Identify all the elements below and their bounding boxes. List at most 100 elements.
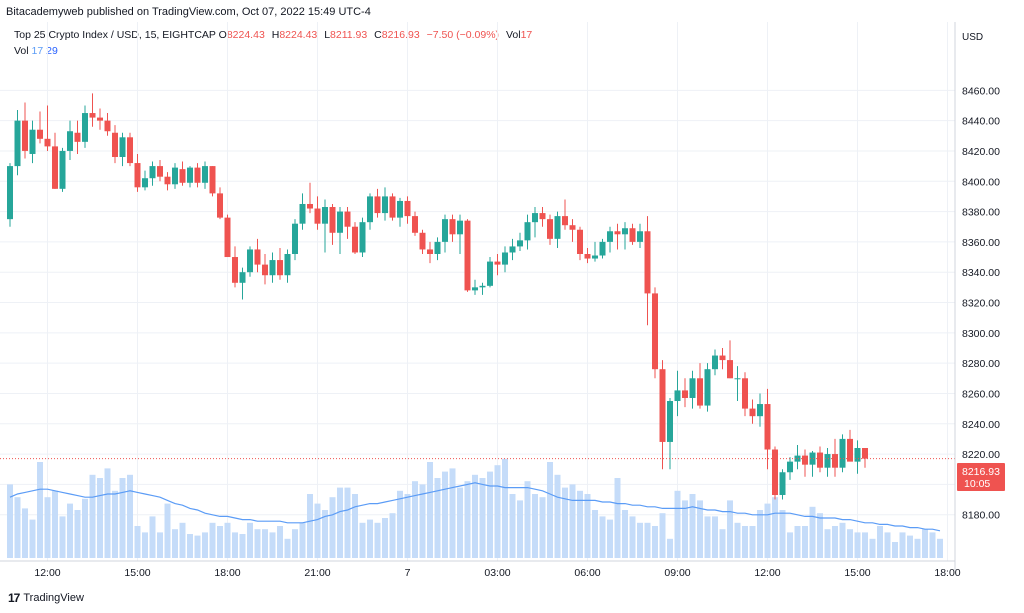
close-label: C [374, 29, 382, 41]
candle-body [622, 228, 628, 235]
volume-bar [389, 513, 396, 558]
candle [239, 267, 246, 300]
candle [479, 282, 486, 295]
currency-label: USD [962, 32, 983, 43]
candle-body [337, 211, 343, 233]
candle-body [517, 240, 523, 247]
candle-body [427, 249, 433, 254]
candle [509, 238, 516, 261]
candle-body [509, 246, 516, 253]
candle-body [352, 226, 358, 253]
candle [607, 226, 613, 253]
candle [674, 370, 681, 417]
volume-bar [419, 484, 426, 558]
candle [847, 429, 853, 462]
candle-body [644, 231, 651, 294]
volume-bar [742, 526, 748, 558]
candle [562, 199, 568, 230]
volume-bar [404, 494, 411, 558]
candle-body [67, 131, 73, 151]
symbol-title[interactable]: Top 25 Crypto Index / USD, 15, EIGHTCAP [14, 29, 216, 41]
candle-body [652, 293, 658, 370]
candle-body [592, 255, 598, 259]
candle [314, 196, 321, 230]
candle-body [494, 261, 501, 265]
tradingview-logo-icon: 17 [8, 591, 20, 605]
candle [457, 214, 463, 254]
candle [817, 446, 823, 473]
candle-body [247, 249, 253, 273]
candle-body [269, 260, 276, 276]
candle [787, 457, 793, 480]
volume-bar [817, 513, 823, 558]
volume-bar [532, 494, 538, 558]
candle [539, 207, 546, 227]
change-value: −7.50 (−0.09%) [426, 29, 500, 41]
volume-bar [164, 503, 171, 558]
candle [472, 279, 478, 295]
countdown-label: 10:05 [964, 478, 990, 490]
candle [202, 161, 208, 189]
candle-body [824, 454, 831, 468]
candle-body [562, 216, 568, 226]
candle [554, 211, 561, 248]
candle-body [224, 217, 231, 258]
volume-bar [569, 484, 576, 558]
candle-body [359, 222, 366, 253]
volume-bar [337, 487, 343, 558]
time-tick-label: 18:00 [214, 567, 240, 579]
candle [277, 247, 283, 280]
volume-bar [149, 516, 156, 558]
candle-body [412, 216, 418, 233]
price-tick-label: 8320.00 [962, 298, 1000, 310]
candle [629, 223, 636, 245]
volume-bar [449, 468, 456, 558]
candle-body [194, 167, 201, 183]
open-value: 8224.43 [226, 29, 265, 41]
candle [134, 153, 141, 192]
candle [247, 246, 253, 277]
candle-body [764, 404, 771, 450]
time-tick-label: 15:00 [844, 567, 870, 579]
candle-body [734, 378, 741, 380]
footer-brand[interactable]: 17 TradingView [8, 591, 84, 605]
candle-body [314, 208, 321, 224]
candle [127, 132, 133, 167]
volume-bar [659, 513, 666, 558]
volume-bar [479, 478, 486, 558]
volume-legend[interactable]: Vol 17 29 [14, 45, 58, 57]
candle [614, 223, 621, 250]
candle-body [397, 200, 403, 218]
candle-body [539, 213, 546, 220]
candle [569, 219, 576, 242]
candle [427, 241, 433, 264]
candle-body [262, 264, 268, 276]
candle-body [802, 455, 808, 465]
candle [719, 347, 726, 370]
volume-bar [29, 519, 36, 558]
candle-body [682, 390, 688, 398]
volume-bar [592, 510, 598, 558]
volume-bar [877, 526, 883, 558]
candle [734, 366, 741, 402]
vol-indicator-value: 17 [31, 45, 44, 57]
candle-body [367, 196, 373, 223]
volume-bar [637, 522, 643, 558]
volume-bar [254, 529, 261, 558]
volume-bar [464, 481, 471, 558]
volume-bar [802, 526, 808, 558]
candle-body [479, 285, 486, 288]
volume-bar [277, 526, 283, 558]
candle [599, 238, 606, 259]
volume-bar [97, 478, 103, 558]
candle [269, 252, 276, 283]
volume-bar [644, 522, 651, 558]
candle [547, 214, 553, 245]
candle [502, 246, 508, 273]
last-price-tag: 8216.93 10:05 [957, 463, 1005, 491]
candle-body [832, 454, 838, 468]
candle [667, 397, 673, 470]
candle [809, 451, 816, 477]
candle [622, 222, 628, 250]
